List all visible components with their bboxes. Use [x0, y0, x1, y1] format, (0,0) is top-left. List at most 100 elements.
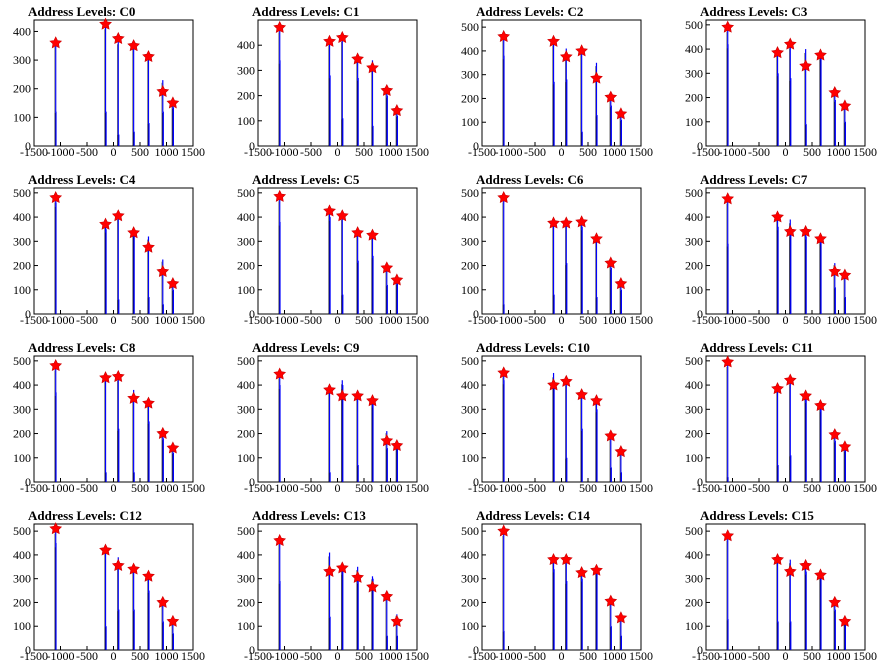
y-tick-label: 200: [13, 82, 31, 96]
y-tick-label: 0: [697, 643, 703, 657]
peak-marker: [604, 90, 618, 103]
chart-panel: 0 100 200 300 400 500 -1500 -1000 -500 0 500 1000 15…: [224, 504, 448, 672]
y-tick-label: 200: [685, 91, 703, 105]
peak-marker: [351, 226, 364, 239]
y-tick-label: 0: [697, 475, 703, 489]
peak-marker: [575, 44, 588, 57]
peak-marker: [590, 232, 603, 245]
peak-marker: [166, 614, 180, 627]
y-tick-label: 300: [461, 402, 479, 416]
y-tick-label: 200: [461, 595, 479, 609]
peak-marker: [351, 570, 364, 583]
peak-marker: [366, 394, 379, 407]
x-tick-label: -1500: [244, 145, 272, 159]
y-tick-label: 500: [685, 186, 703, 200]
y-tick-label: 500: [461, 186, 479, 200]
x-tick-label: 1000: [827, 313, 851, 327]
plot-frame: [33, 187, 194, 315]
peak-marker: [351, 389, 364, 402]
y-tick-label: 300: [237, 234, 255, 248]
x-tick-label: 1000: [155, 145, 179, 159]
y-tick-label: 400: [461, 210, 479, 224]
peak-marker: [273, 20, 287, 33]
y-tick-label: 0: [25, 307, 31, 321]
y-tick-label: 100: [461, 283, 479, 297]
y-tick-label: 500: [685, 524, 703, 538]
x-tick-label: 500: [355, 145, 373, 159]
x-tick-label: 1000: [827, 481, 851, 495]
peak-marker: [156, 84, 170, 97]
y-tick-label: 300: [461, 68, 479, 82]
y-tick-label: 200: [461, 91, 479, 105]
x-tick-label: -1500: [20, 313, 48, 327]
y-tick-label: 200: [13, 259, 31, 273]
peak-marker: [771, 553, 784, 566]
x-tick-label: -500: [76, 649, 98, 663]
x-tick-label: 500: [803, 145, 821, 159]
y-tick-label: 0: [249, 307, 255, 321]
peak-marker: [166, 441, 180, 454]
x-tick-label: -1000: [271, 145, 299, 159]
chart-svg: 0 100 200 300 400 500 -1500-1000 -500 0 500 1000 15…: [237, 523, 429, 663]
chart-svg: 0 100 200 300 400 500 -1500-1000 -500 0 500 1000 15…: [13, 354, 205, 495]
x-tick-label: 1000: [603, 649, 627, 663]
y-tick-label: 200: [237, 595, 255, 609]
peak-marker: [559, 216, 573, 229]
x-tick-label: 500: [579, 649, 597, 663]
x-tick-label: 1000: [155, 649, 179, 663]
y-tick-label: 200: [237, 427, 255, 441]
chart-panel: 0 100 200 300 400 500 -1500 -1000 -500 0 500 1000 15…: [448, 168, 672, 336]
chart-title: Address Levels: C15: [700, 508, 814, 523]
x-tick-label: -500: [524, 649, 546, 663]
x-tick-label: 500: [579, 481, 597, 495]
x-tick-label: 1000: [603, 145, 627, 159]
chart-title: Address Levels: C5: [252, 172, 360, 187]
y-tick-label: 500: [13, 186, 31, 200]
chart-svg: 0 100 200 300 400 500 -1500-1000 -500 0 500 1000 15…: [237, 186, 429, 327]
peak-marker: [142, 240, 155, 253]
x-tick-label: -500: [748, 481, 770, 495]
peak-marker: [771, 46, 784, 59]
x-tick-label: 1000: [827, 649, 851, 663]
y-tick-label: 400: [237, 548, 255, 562]
peak-marker: [783, 37, 797, 50]
peak-marker: [721, 355, 735, 368]
chart-panel: 0 100 200 300 400 500 -1500 -1000 -500 0 500 1000 15…: [672, 168, 896, 336]
y-tick-label: 400: [685, 548, 703, 562]
chart-title: Address Levels: C6: [476, 172, 584, 187]
peak-marker: [547, 378, 560, 391]
plot-frame: [481, 523, 642, 651]
x-tick-label: -500: [524, 313, 546, 327]
chart-svg: 0 100 200 300 400 500 -1500-1000 -500 0 500 1000 15…: [13, 522, 205, 663]
peak-marker: [380, 434, 394, 447]
peak-marker: [828, 428, 842, 441]
x-tick-label: -500: [524, 481, 546, 495]
y-tick-label: 400: [13, 24, 31, 38]
y-tick-label: 100: [685, 619, 703, 633]
x-tick-label: 1000: [827, 145, 851, 159]
x-tick-label: -1500: [468, 481, 496, 495]
peak-marker: [590, 394, 603, 407]
chart-panel: 0 100 200 300 400 500 -1500 -1000 -500 0 500 1000 15…: [0, 336, 224, 504]
peak-marker: [614, 107, 628, 120]
chart-title: Address Levels: C11: [700, 340, 814, 355]
peak-marker: [547, 553, 560, 566]
plot-frame: [257, 19, 418, 147]
peak-marker: [127, 39, 140, 52]
peak-marker: [111, 558, 125, 572]
x-tick-label: 0: [111, 649, 117, 663]
x-tick-label: 0: [783, 481, 789, 495]
peak-marker: [497, 29, 511, 43]
x-tick-label: 1500: [853, 145, 877, 159]
y-tick-label: 300: [461, 234, 479, 248]
peak-marker: [335, 561, 349, 574]
y-tick-label: 400: [461, 378, 479, 392]
chart-panel: 0 100 200 300 400 500 -1500 -1000 -500 0 500 1000 15…: [672, 0, 896, 168]
y-tick-label: 200: [13, 595, 31, 609]
peak-marker: [111, 209, 125, 222]
peak-marker: [604, 429, 618, 442]
x-tick-label: 0: [111, 313, 117, 327]
peak-marker: [111, 369, 125, 383]
peak-marker: [614, 611, 628, 624]
peak-marker: [335, 389, 349, 402]
